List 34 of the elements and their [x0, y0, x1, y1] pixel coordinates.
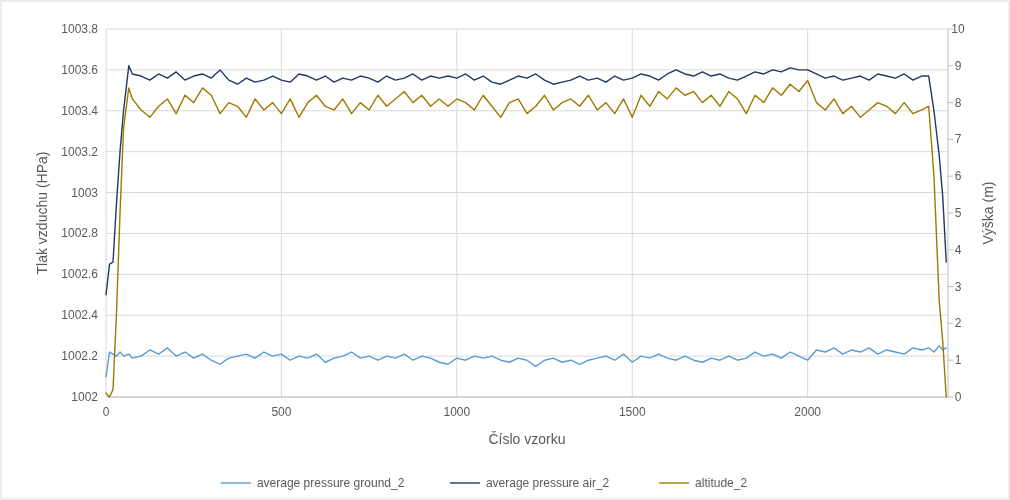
- y2-tick-label: 8: [954, 95, 962, 110]
- legend-label: average pressure ground_2: [256, 476, 405, 490]
- y-tick-label: 1003.6: [61, 62, 99, 77]
- y-tick-label: 1003.4: [61, 103, 99, 118]
- y-tick-label: 1002.2: [61, 349, 99, 364]
- x-tick-label: 1000: [443, 405, 471, 419]
- y-tick-label: 1002: [71, 390, 99, 404]
- y2-tick-label: 1: [954, 353, 962, 368]
- y2-tick-label: 4: [954, 242, 962, 257]
- y-tick-label: 1003: [71, 185, 99, 200]
- legend-label: average pressure air_2: [485, 476, 610, 490]
- x-tick-label: 1500: [618, 405, 646, 419]
- y2-axis-title: Výška (m): [980, 181, 996, 245]
- line-series: [105, 345, 947, 378]
- y2-tick-label: 2: [954, 316, 962, 331]
- y2-tick-label: 10: [951, 22, 965, 36]
- x-tick-label: 500: [271, 405, 292, 419]
- x-axis-title: Číslo vzorku: [488, 431, 566, 447]
- y-tick-label: 1003.8: [61, 22, 99, 36]
- y-tick-label: 1002.8: [61, 226, 99, 241]
- y-tick-label: 1002.6: [61, 267, 99, 282]
- x-tick-label: 2000: [794, 405, 822, 419]
- y2-tick-label: 9: [954, 58, 962, 73]
- y2-tick-label: 0: [954, 390, 962, 404]
- y-tick-label: 1003.2: [61, 144, 99, 159]
- legend-label: altitude_2: [695, 476, 748, 490]
- y2-tick-label: 3: [954, 279, 962, 294]
- y2-tick-label: 5: [954, 206, 962, 220]
- line-series: [105, 65, 947, 296]
- y-tick-label: 1002.4: [61, 308, 99, 323]
- y-axis-title: Tlak vzduchu (HPa): [34, 151, 50, 275]
- x-tick-label: 0: [102, 405, 110, 419]
- y2-tick-label: 6: [954, 169, 962, 184]
- y2-tick-label: 7: [954, 132, 962, 147]
